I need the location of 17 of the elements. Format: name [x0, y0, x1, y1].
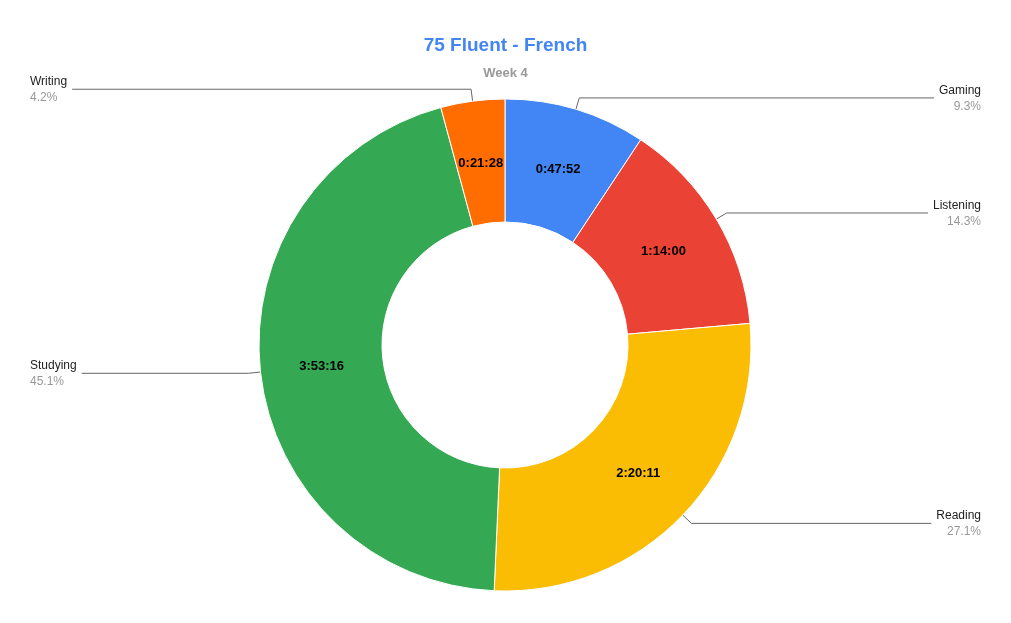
data-label: 14.3%: [946, 213, 982, 228]
slice-label: Listening: [932, 197, 981, 212]
slice-label: Gaming: [938, 82, 981, 97]
data-label: 27.1%: [946, 524, 982, 539]
slice-label: Writing: [30, 74, 68, 89]
text: 2:20:11: [616, 465, 661, 481]
chart-title: 75 Fluent - French: [423, 34, 588, 55]
slice-label: Studying: [30, 358, 77, 373]
data-label: 9.3%: [953, 98, 982, 113]
data-label: 45.1%: [30, 374, 65, 389]
slice-label: Reading: [936, 508, 981, 523]
text: 3:53:16: [299, 357, 345, 373]
text: 0:21:28: [458, 154, 504, 170]
chart-subtitle: Week 4: [483, 65, 529, 80]
text: 1:14:00: [641, 243, 686, 259]
text: 0:47:52: [535, 160, 581, 176]
data-label: 4.2%: [30, 90, 58, 105]
